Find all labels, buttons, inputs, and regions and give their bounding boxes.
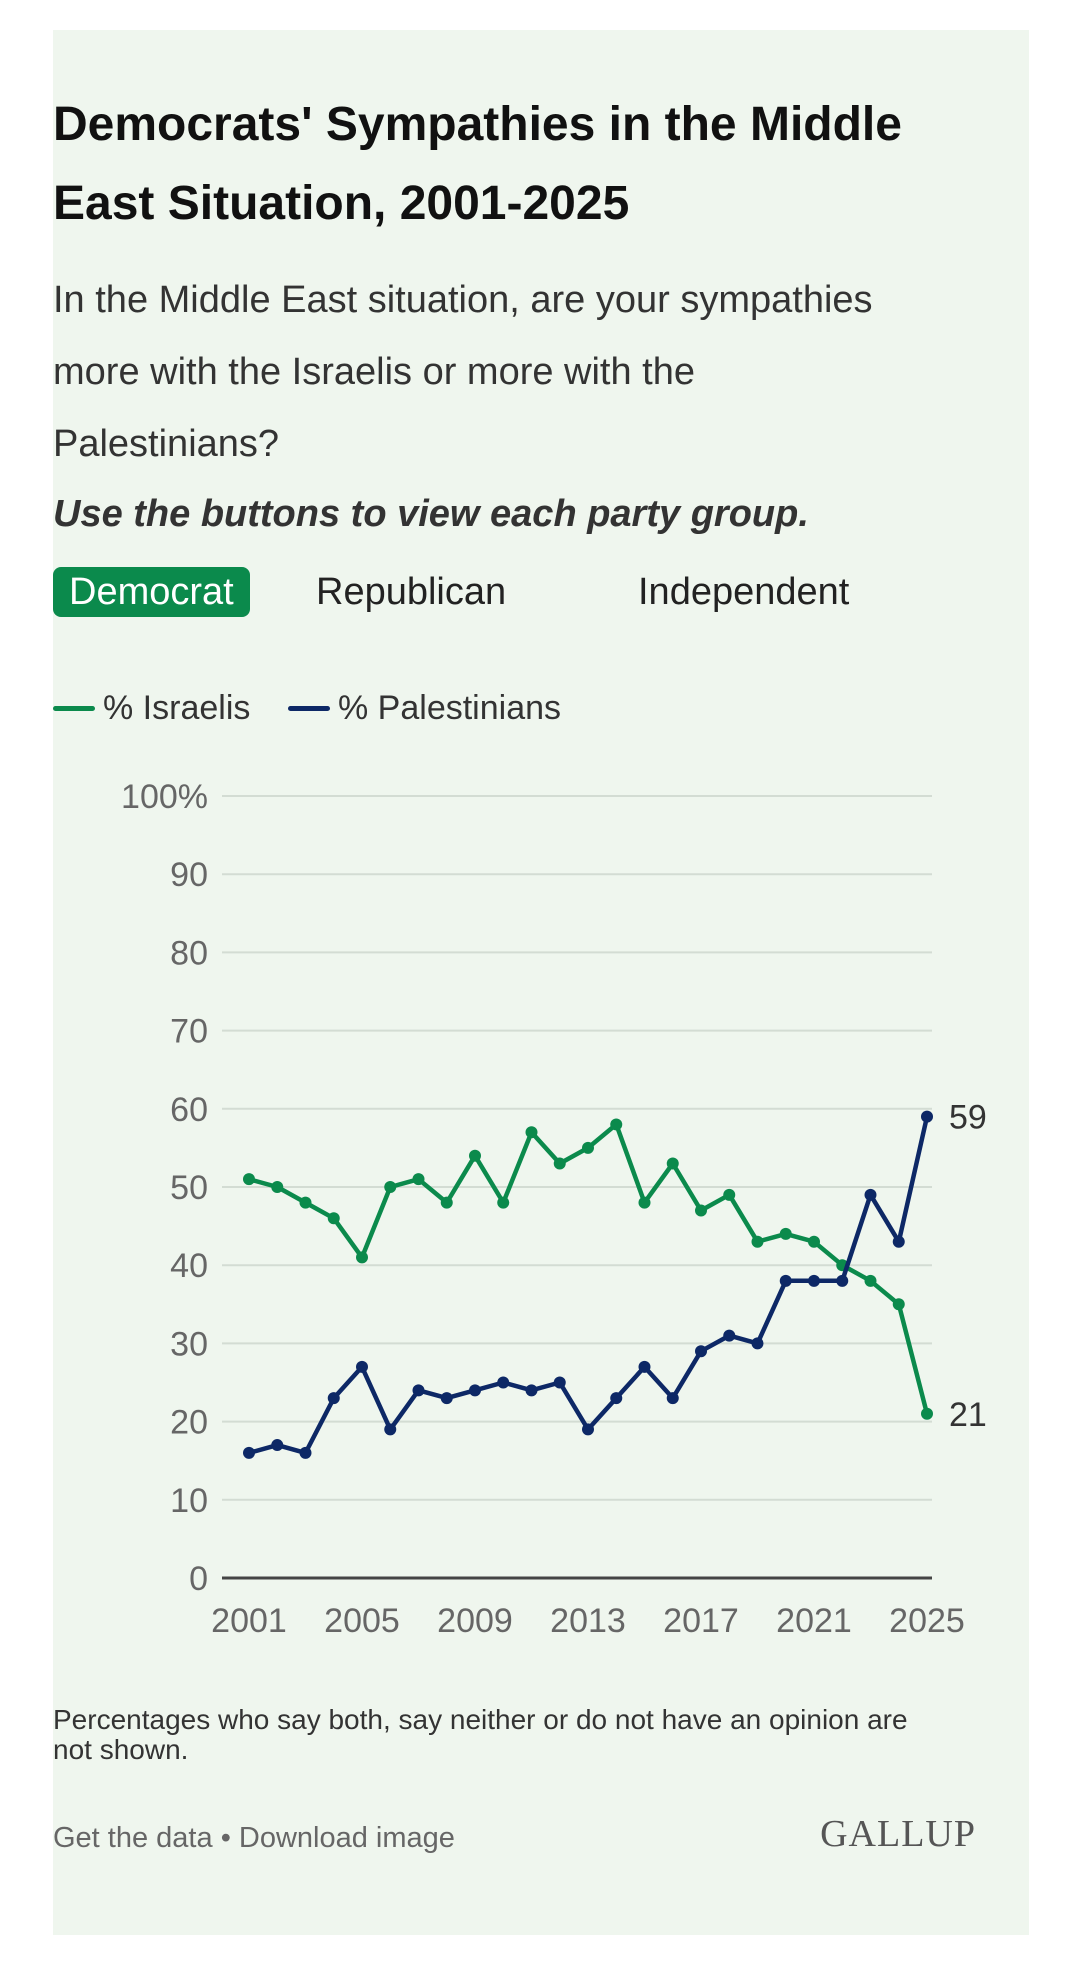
data-point-palestinians	[864, 1188, 877, 1201]
legend-label-palestinians: % Palestinians	[338, 689, 562, 727]
data-point-israelis	[356, 1251, 368, 1264]
data-point-palestinians	[836, 1274, 849, 1287]
data-point-israelis	[469, 1149, 481, 1162]
x-tick-label: 2025	[889, 1602, 965, 1640]
y-tick-label: 30	[170, 1325, 208, 1363]
y-tick-label: 20	[170, 1404, 208, 1442]
survey-question: In the Middle East situation, are your s…	[53, 279, 873, 465]
data-point-palestinians	[525, 1384, 538, 1397]
data-point-israelis	[638, 1196, 651, 1209]
data-point-palestinians	[666, 1392, 679, 1405]
footnote: Percentages who say both, say neither or…	[53, 1704, 908, 1765]
data-point-israelis	[751, 1235, 764, 1248]
y-tick-label: 60	[170, 1091, 208, 1129]
y-tick-label: 100%	[121, 778, 208, 816]
end-label-israelis: 21	[949, 1396, 987, 1434]
data-point-israelis	[864, 1274, 877, 1287]
data-point-palestinians	[610, 1392, 623, 1405]
data-point-palestinians	[638, 1360, 651, 1373]
data-point-israelis	[666, 1157, 679, 1170]
data-point-palestinians	[695, 1345, 707, 1358]
democrat-button[interactable]: Democrat	[53, 567, 250, 617]
data-point-israelis	[243, 1173, 255, 1186]
data-point-palestinians	[356, 1360, 368, 1373]
series-line-israelis	[246, 1122, 930, 1417]
data-point-israelis	[723, 1188, 736, 1201]
data-point-israelis	[808, 1235, 820, 1248]
data-point-palestinians	[384, 1423, 397, 1436]
y-tick-label: 90	[170, 856, 208, 894]
y-tick-label: 0	[189, 1560, 208, 1598]
data-point-palestinians	[327, 1392, 340, 1405]
data-point-palestinians	[723, 1329, 736, 1342]
data-point-israelis	[553, 1157, 566, 1170]
x-tick-label: 2001	[211, 1602, 287, 1640]
footer-links: Get the data • Download image	[53, 1822, 455, 1855]
republican-button[interactable]: Republican	[316, 567, 506, 617]
independent-button[interactable]: Independent	[638, 567, 849, 617]
data-point-israelis	[695, 1204, 707, 1217]
data-point-israelis	[412, 1173, 425, 1186]
data-point-israelis	[327, 1212, 340, 1225]
data-point-palestinians	[412, 1384, 425, 1397]
data-point-palestinians	[271, 1439, 284, 1452]
data-point-israelis	[779, 1227, 792, 1240]
series-line-palestinians	[246, 1114, 930, 1456]
gallup-logo: GALLUP	[820, 1813, 976, 1855]
legend-label-israelis: % Israelis	[103, 689, 251, 727]
data-point-palestinians	[808, 1274, 820, 1287]
data-point-israelis	[440, 1196, 453, 1209]
chart-card	[53, 30, 1029, 1935]
legend-swatch-palestinians	[288, 706, 330, 711]
data-point-palestinians	[440, 1392, 453, 1405]
data-point-palestinians	[243, 1446, 255, 1459]
data-point-israelis	[271, 1181, 284, 1193]
data-point-palestinians	[921, 1110, 933, 1123]
footer-separator: •	[220, 1822, 231, 1854]
y-tick-label: 10	[170, 1482, 208, 1520]
x-tick-label: 2021	[776, 1602, 852, 1640]
data-point-israelis	[525, 1126, 538, 1139]
data-point-palestinians	[779, 1274, 792, 1287]
data-point-palestinians	[299, 1446, 312, 1459]
data-point-palestinians	[469, 1384, 481, 1397]
y-tick-label: 50	[170, 1169, 208, 1207]
y-tick-label: 40	[170, 1247, 208, 1285]
data-point-palestinians	[553, 1376, 566, 1389]
y-tick-label: 80	[170, 934, 208, 972]
x-tick-label: 2017	[663, 1602, 739, 1640]
data-point-palestinians	[582, 1423, 594, 1436]
data-point-israelis	[497, 1196, 510, 1209]
x-tick-label: 2013	[550, 1602, 626, 1640]
data-point-israelis	[582, 1141, 594, 1154]
data-point-israelis	[610, 1118, 623, 1131]
data-point-israelis	[892, 1298, 905, 1311]
download-image-link[interactable]: Download image	[238, 1822, 455, 1854]
data-point-palestinians	[751, 1337, 764, 1350]
line-chart: 0 10 20 30 40 50 60 70 80 90 100% 2001 2005 2009 2013 2…	[121, 778, 987, 1640]
instruction-text: Use the buttons to view each party group…	[53, 493, 809, 535]
x-tick-label: 2009	[437, 1602, 513, 1640]
get-data-link[interactable]: Get the data	[53, 1822, 213, 1854]
data-point-israelis	[921, 1407, 933, 1420]
legend-swatch-israelis	[53, 706, 95, 711]
data-point-palestinians	[892, 1235, 905, 1248]
chart-title: Democrats' Sympathies in the Middle East…	[53, 98, 902, 230]
end-label-palestinians: 59	[949, 1099, 987, 1137]
data-point-palestinians	[497, 1376, 510, 1389]
data-point-israelis	[299, 1196, 312, 1209]
y-tick-label: 70	[170, 1013, 208, 1051]
x-tick-label: 2005	[324, 1602, 400, 1640]
data-point-israelis	[384, 1181, 397, 1193]
